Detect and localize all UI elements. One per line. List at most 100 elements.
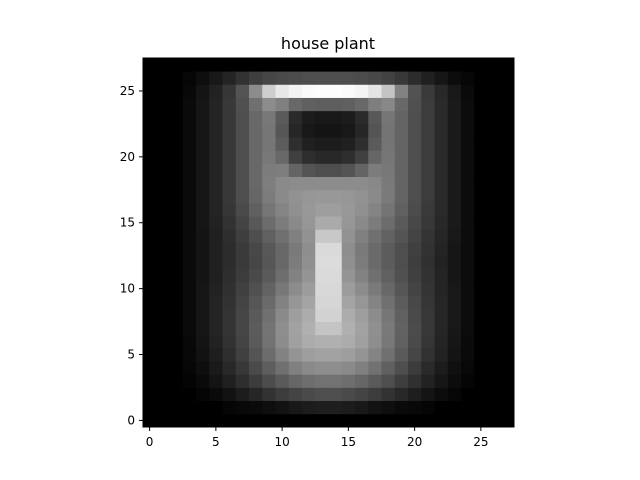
- heatmap-cell: [275, 255, 290, 270]
- heatmap-cell: [447, 110, 462, 125]
- heatmap-cell: [302, 123, 316, 138]
- heatmap-cell: [447, 163, 462, 178]
- heatmap-cell: [315, 123, 329, 138]
- heatmap-cell: [249, 137, 263, 151]
- heatmap-cell: [315, 84, 329, 98]
- heatmap-cell: [408, 137, 422, 151]
- heatmap-cell: [328, 334, 343, 349]
- heatmap-cell: [500, 71, 515, 85]
- heatmap-cell: [434, 216, 449, 230]
- heatmap-cell: [500, 268, 515, 283]
- heatmap-cell: [302, 413, 316, 428]
- heatmap-cell: [275, 242, 290, 257]
- heatmap-cell: [381, 216, 396, 230]
- heatmap-cell: [249, 58, 263, 72]
- heatmap-cell: [249, 361, 263, 375]
- heatmap-cell: [487, 282, 502, 296]
- heatmap-cell: [434, 97, 449, 112]
- heatmap-cell: [222, 97, 237, 112]
- plot-frame: [142, 57, 515, 428]
- heatmap-cell: [249, 347, 263, 362]
- heatmap-cell: [434, 347, 449, 362]
- heatmap-cell: [394, 400, 409, 415]
- heatmap-cell: [461, 282, 475, 296]
- heatmap-cell: [143, 137, 157, 151]
- heatmap-cell: [328, 163, 343, 178]
- heatmap-cell: [434, 123, 449, 138]
- heatmap-cell: [381, 334, 396, 349]
- heatmap-cell: [474, 202, 488, 217]
- heatmap-cell: [408, 150, 422, 164]
- heatmap-cell: [262, 123, 276, 138]
- heatmap-cell: [474, 58, 488, 72]
- heatmap-cell: [487, 163, 502, 178]
- heatmap-cell: [381, 295, 396, 309]
- heatmap-cell: [328, 229, 343, 243]
- heatmap-cell: [461, 137, 475, 151]
- heatmap-cell: [474, 84, 488, 98]
- heatmap-cell: [474, 110, 488, 125]
- heatmap-cell: [196, 189, 210, 204]
- heatmap-cell: [156, 282, 170, 296]
- heatmap-cell: [500, 150, 515, 164]
- heatmap-cell: [302, 334, 316, 349]
- heatmap-cell: [408, 176, 422, 191]
- heatmap-cell: [381, 268, 396, 283]
- heatmap-cell: [169, 202, 184, 217]
- heatmap-cell: [156, 413, 170, 428]
- heatmap-cell: [156, 361, 170, 375]
- heatmap-cell: [394, 242, 409, 257]
- heatmap-cell: [447, 189, 462, 204]
- heatmap-cell: [143, 282, 157, 296]
- heatmap-cell: [355, 321, 369, 336]
- heatmap-cell: [368, 413, 382, 428]
- heatmap-cell: [262, 137, 276, 151]
- heatmap-cell: [408, 189, 422, 204]
- heatmap-cell: [421, 255, 435, 270]
- heatmap-cell: [447, 150, 462, 164]
- heatmap-cell: [262, 84, 276, 98]
- heatmap-cell: [262, 58, 276, 72]
- heatmap-cell: [487, 361, 502, 375]
- heatmap-cell: [275, 268, 290, 283]
- heatmap-cell: [394, 216, 409, 230]
- heatmap-cell: [461, 84, 475, 98]
- heatmap-cell: [156, 137, 170, 151]
- heatmap-cell: [341, 84, 356, 98]
- heatmap-cell: [209, 176, 223, 191]
- heatmap-cell: [288, 71, 303, 85]
- heatmap-cell: [474, 347, 488, 362]
- heatmap-cell: [143, 361, 157, 375]
- heatmap-cell: [474, 400, 488, 415]
- heatmap-cell: [196, 137, 210, 151]
- heatmap-cell: [209, 58, 223, 72]
- heatmap-cell: [421, 361, 435, 375]
- heatmap-cell: [182, 295, 197, 309]
- heatmap-cell: [222, 387, 237, 402]
- heatmap-cell: [143, 163, 157, 178]
- heatmap-cell: [368, 202, 382, 217]
- heatmap-cell: [447, 58, 462, 72]
- heatmap-cell: [209, 229, 223, 243]
- heatmap-cell: [500, 176, 515, 191]
- heatmap-cell: [355, 216, 369, 230]
- heatmap-cell: [394, 282, 409, 296]
- heatmap-cell: [275, 374, 290, 388]
- heatmap-cell: [434, 387, 449, 402]
- heatmap-cell: [182, 361, 197, 375]
- heatmap-cell: [182, 110, 197, 125]
- heatmap-cell: [355, 229, 369, 243]
- heatmap-cell: [222, 216, 237, 230]
- heatmap-cell: [487, 308, 502, 322]
- heatmap-cell: [381, 282, 396, 296]
- heatmap-cell: [408, 123, 422, 138]
- heatmap-cell: [368, 97, 382, 112]
- heatmap-cell: [368, 374, 382, 388]
- heatmap-cell: [500, 334, 515, 349]
- heatmap-cell: [275, 123, 290, 138]
- heatmap-cell: [182, 137, 197, 151]
- heatmap-cell: [355, 308, 369, 322]
- heatmap-cell: [288, 308, 303, 322]
- heatmap-cell: [235, 387, 250, 402]
- heatmap-cell: [487, 150, 502, 164]
